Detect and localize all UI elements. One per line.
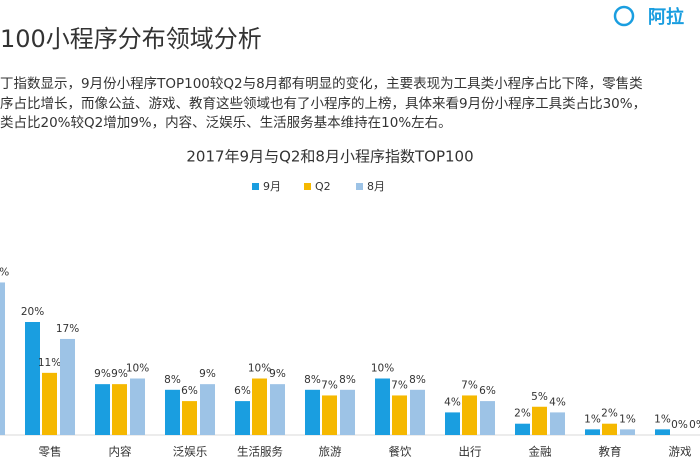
x-tick-label: 零售 (39, 445, 62, 459)
bar (620, 429, 635, 435)
x-tick-label: 餐饮 (389, 445, 412, 459)
value-label: 9% (111, 368, 128, 380)
bar (462, 395, 477, 435)
bar (25, 322, 40, 435)
page-title: 100小程序分布领域分析 (0, 25, 262, 53)
value-label: 17% (56, 323, 79, 335)
value-label: 7% (321, 379, 338, 391)
bar (655, 429, 670, 435)
bar (130, 378, 145, 435)
value-label: 4% (549, 396, 566, 408)
value-label: 4% (444, 396, 461, 408)
bar (602, 423, 617, 435)
x-tick-label: 出行 (459, 445, 482, 459)
bar (42, 372, 57, 435)
paragraph-line: 序占比增长，而像公益、游戏、教育这些领域也有了小程序的上榜，具体来看9月份小程序… (0, 95, 646, 112)
value-label: 7% (391, 379, 408, 391)
value-label: 1% (619, 413, 636, 425)
logo: 阿拉 (648, 6, 684, 28)
x-tick-label: 泛娱乐 (173, 445, 208, 459)
x-tick-label: 教育 (599, 445, 622, 459)
bar (270, 384, 285, 435)
value-label: 1% (584, 413, 601, 425)
value-label: 6% (479, 385, 496, 397)
x-tick-label: 金融 (529, 445, 552, 459)
bar (515, 423, 530, 435)
bar (532, 406, 547, 435)
bar (182, 401, 197, 435)
bar (0, 282, 5, 435)
paragraph-line: 类占比20%较Q2增加9%，内容、泛娱乐、生活服务基本维持在10%左右。 (0, 114, 452, 131)
value-label: 6% (234, 385, 251, 397)
legend-swatch (356, 183, 363, 190)
value-label: 2% (601, 408, 618, 420)
value-label: 0% (671, 419, 688, 431)
bar (235, 401, 250, 435)
paragraph-line: 丁指数显示，9月份小程序TOP100较Q2与8月都有明显的变化，主要表现为工具类… (0, 76, 643, 92)
value-label: 8% (304, 374, 321, 386)
bar (200, 384, 215, 435)
bar (165, 389, 180, 435)
logo-icon (613, 5, 635, 27)
bar (340, 389, 355, 435)
legend-swatch (304, 183, 311, 190)
bar (322, 395, 337, 435)
value-label: 7% (461, 379, 478, 391)
bar (392, 395, 407, 435)
value-label: 5% (531, 391, 548, 403)
bar (480, 401, 495, 435)
legend-swatch (252, 183, 259, 190)
x-tick-label: 内容 (109, 445, 132, 459)
legend-label: Q2 (315, 180, 331, 193)
value-label: 8% (409, 374, 426, 386)
value-label: 0% (689, 419, 700, 431)
legend-label: 9月 (263, 180, 281, 193)
bar (445, 412, 460, 435)
value-label: 9% (94, 368, 111, 380)
value-label: 11% (38, 357, 61, 369)
bar (375, 378, 390, 435)
x-tick-label: 生活服务 (237, 445, 283, 459)
chart-title: 2017年9月与Q2和8月小程序指数TOP100 (186, 148, 473, 166)
legend-label: 8月 (367, 180, 385, 193)
bar (112, 384, 127, 435)
x-tick-label: 游戏 (669, 445, 692, 459)
value-label: 8% (339, 374, 356, 386)
value-label: 10% (126, 363, 149, 375)
bar (252, 378, 267, 435)
bar (60, 338, 75, 435)
bar (550, 412, 565, 435)
value-label: 10% (371, 363, 394, 375)
value-label: 10% (248, 363, 271, 375)
value-label: 2% (514, 408, 531, 420)
value-label: 20% (21, 306, 44, 318)
bar (95, 384, 110, 435)
x-tick-label: 旅游 (319, 445, 342, 459)
value-label: 6% (181, 385, 198, 397)
bar (305, 389, 320, 435)
value-label: 1% (654, 413, 671, 425)
bar (585, 429, 600, 435)
value-label: 8% (164, 374, 181, 386)
bar (410, 389, 425, 435)
value-label: 9% (269, 368, 286, 380)
value-label: 9% (199, 368, 216, 380)
value-label: 27% (0, 266, 9, 278)
